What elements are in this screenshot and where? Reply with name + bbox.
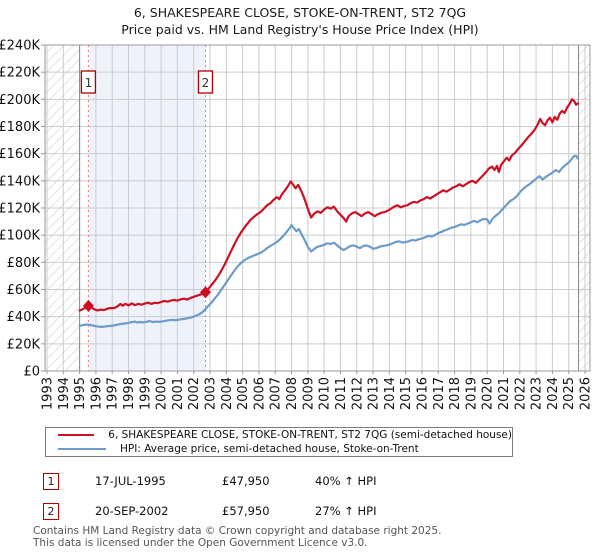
svg-text:1995: 1995	[73, 377, 88, 410]
svg-text:£120K: £120K	[0, 202, 40, 217]
transaction-2-number-badge: 2	[43, 503, 59, 520]
svg-text:£60K: £60K	[7, 283, 41, 298]
svg-text:2017: 2017	[432, 377, 447, 410]
transaction-2-price: £57,950	[222, 504, 270, 518]
svg-text:£40K: £40K	[7, 310, 41, 325]
property-price-series	[78, 98, 579, 312]
sale-badge-box-2	[197, 70, 214, 94]
footer-line-2: This data is licensed under the Open Gov…	[33, 536, 368, 549]
legend-red-line-swatch	[58, 434, 95, 436]
svg-text:2006: 2006	[252, 377, 267, 410]
svg-text:1998: 1998	[122, 377, 137, 410]
svg-text:2012: 2012	[350, 377, 365, 410]
sale-marker-diamond-2	[199, 286, 211, 299]
transaction-1-number-badge: 1	[43, 473, 59, 490]
svg-text:2008: 2008	[285, 377, 300, 410]
legend-item-hpi: HPI: Average price, semi-detached house,…	[46, 442, 512, 456]
svg-text:2025: 2025	[562, 377, 577, 410]
legend-blue-line-swatch	[58, 448, 106, 450]
svg-text:2016: 2016	[415, 377, 430, 410]
svg-text:2005: 2005	[236, 377, 251, 410]
svg-text:2019: 2019	[464, 377, 479, 410]
sale-badge-number-2: 2	[202, 76, 210, 90]
transaction-row-1: 1 17-JUL-1995 £47,950 40% ↑ HPI	[0, 473, 600, 491]
svg-text:2026: 2026	[579, 377, 594, 410]
svg-text:1994: 1994	[57, 377, 72, 410]
svg-text:2014: 2014	[383, 377, 398, 410]
svg-text:1999: 1999	[138, 377, 153, 410]
transaction-1-hpi-change: 40% ↑ HPI	[315, 474, 377, 488]
svg-text:£100K: £100K	[0, 229, 40, 244]
title-line-1: 6, SHAKESPEARE CLOSE, STOKE-ON-TRENT, ST…	[133, 5, 467, 20]
svg-text:£240K: £240K	[0, 39, 40, 54]
y-axis-labels: £0 £20K £40K £60K £80K £100K £120K £140K £160K £1…	[0, 39, 45, 380]
svg-text:2013: 2013	[367, 377, 382, 410]
svg-text:2018: 2018	[448, 377, 463, 410]
svg-text:2002: 2002	[187, 377, 202, 410]
svg-text:£20K: £20K	[7, 337, 41, 352]
svg-text:2023: 2023	[530, 377, 545, 410]
svg-text:£80K: £80K	[7, 256, 41, 271]
svg-text:1996: 1996	[89, 377, 104, 410]
svg-text:2001: 2001	[171, 377, 186, 410]
svg-text:£220K: £220K	[0, 66, 40, 81]
chart-legend: 6, SHAKESPEARE CLOSE, STOKE-ON-TRENT, ST…	[45, 427, 513, 457]
chart-title: 6, SHAKESPEARE CLOSE, STOKE-ON-TRENT, ST…	[0, 4, 600, 38]
legend-label-property: 6, SHAKESPEARE CLOSE, STOKE-ON-TRENT, ST…	[108, 429, 512, 441]
transaction-1-price: £47,950	[222, 474, 270, 488]
price-history-chart: 1 2 £0 £20K £40K £60K £80K £100K £120K £140K £160K…	[0, 39, 594, 411]
transaction-row-2: 2 20-SEP-2002 £57,950 27% ↑ HPI	[0, 503, 600, 521]
sale-marker-diamond-1	[82, 299, 94, 312]
svg-text:£160K: £160K	[0, 147, 40, 162]
svg-text:1993: 1993	[41, 377, 56, 410]
svg-text:2007: 2007	[269, 377, 284, 410]
svg-text:2004: 2004	[220, 377, 235, 410]
legend-label-hpi: HPI: Average price, semi-detached house,…	[120, 443, 419, 455]
transaction-1-date: 17-JUL-1995	[95, 474, 166, 488]
title-line-2: Price paid vs. HM Land Registry's House …	[121, 22, 479, 37]
svg-text:£200K: £200K	[0, 93, 40, 108]
sale-badge-box-1	[80, 70, 97, 94]
x-axis-labels: 1993 1994 1995 1996 1997 1998 1999 2000 2001 2002…	[41, 371, 594, 410]
svg-text:2011: 2011	[334, 377, 349, 410]
svg-text:2021: 2021	[497, 377, 512, 410]
svg-text:2009: 2009	[301, 377, 316, 410]
svg-text:£0: £0	[23, 365, 40, 380]
svg-text:2015: 2015	[399, 377, 414, 410]
transaction-2-hpi-change: 27% ↑ HPI	[315, 504, 377, 518]
svg-text:2024: 2024	[546, 377, 561, 410]
sale-badge-number-1: 1	[85, 76, 93, 90]
svg-text:2010: 2010	[318, 377, 333, 410]
svg-text:£140K: £140K	[0, 174, 40, 189]
svg-text:2000: 2000	[155, 377, 170, 410]
svg-text:2022: 2022	[513, 377, 528, 410]
svg-text:£180K: £180K	[0, 120, 40, 135]
no-data-hatch-left	[45, 45, 80, 371]
svg-text:1997: 1997	[106, 377, 121, 410]
footer: Contains HM Land Registry data © Crown c…	[33, 525, 593, 549]
hpi-line-series	[78, 154, 579, 328]
legend-item-property: 6, SHAKESPEARE CLOSE, STOKE-ON-TRENT, ST…	[46, 428, 512, 442]
no-data-hatch-right	[578, 45, 590, 371]
svg-text:2020: 2020	[481, 377, 496, 410]
svg-text:2003: 2003	[204, 377, 219, 410]
transaction-2-date: 20-SEP-2002	[95, 504, 169, 518]
footer-line-1: Contains HM Land Registry data © Crown c…	[33, 525, 442, 537]
